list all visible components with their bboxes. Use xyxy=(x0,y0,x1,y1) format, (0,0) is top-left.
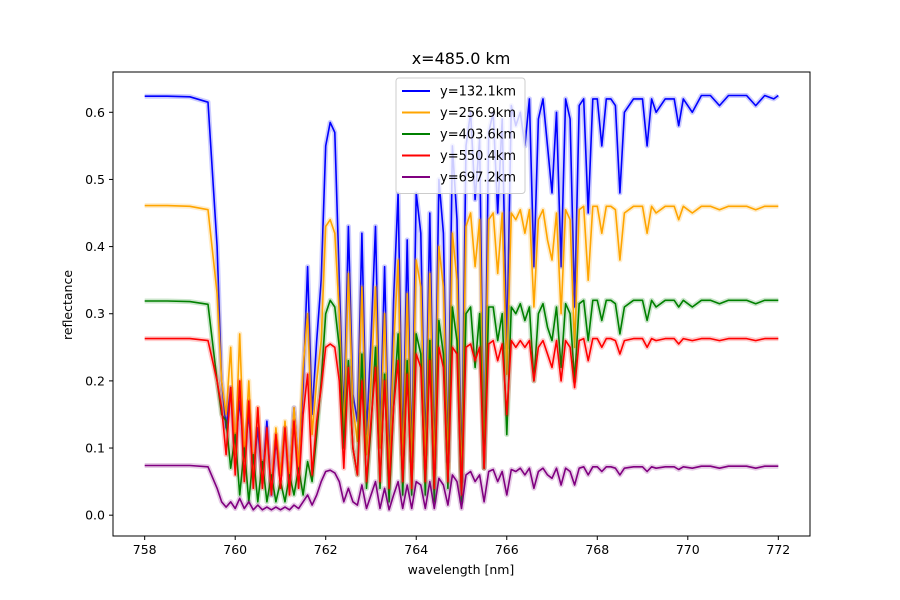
y-tick-label: 0.0 xyxy=(85,508,105,523)
x-tick-label: 758 xyxy=(133,542,157,557)
legend-label: y=550.4km xyxy=(440,149,516,164)
series-line-4 xyxy=(144,464,779,511)
y-axis-label: reflectance xyxy=(60,270,75,340)
series-line-2 xyxy=(144,299,779,503)
legend-box xyxy=(395,77,526,194)
legend-label: y=132.1km xyxy=(440,85,516,100)
x-axis-label: wavelength [nm] xyxy=(408,562,515,577)
axes-frame xyxy=(112,71,811,537)
x-tick-label: 766 xyxy=(495,542,519,557)
x-tick-label: 770 xyxy=(676,542,700,557)
y-tick-label: 0.1 xyxy=(85,441,105,456)
chart-title: x=485.0 km xyxy=(412,49,511,68)
legend-label: y=256.9km xyxy=(440,106,516,121)
plot-area: 758 760 762 764 766 768 770 772 0.0 0.1 0.2 0.3 0.4 0… xyxy=(85,71,811,557)
series-layer xyxy=(144,93,780,513)
x-tick-label: 764 xyxy=(404,542,428,557)
x-tick-label: 768 xyxy=(585,542,609,557)
y-tick-label: 0.6 xyxy=(85,105,105,120)
legend-label: y=697.2km xyxy=(440,171,516,186)
ticks-layer: 758 760 762 764 766 768 770 772 0.0 0.1 0.2 0.3 0.4 0… xyxy=(85,105,790,557)
legend-label: y=403.6km xyxy=(440,128,516,143)
y-tick-label: 0.2 xyxy=(85,373,105,388)
x-tick-label: 760 xyxy=(223,542,247,557)
x-tick-label: 772 xyxy=(766,542,790,557)
series-line-3 xyxy=(144,337,779,496)
series-line-1 xyxy=(144,204,779,490)
x-tick-label: 762 xyxy=(314,542,338,557)
y-tick-label: 0.3 xyxy=(85,306,105,321)
y-tick-label: 0.4 xyxy=(85,239,105,254)
y-tick-label: 0.5 xyxy=(85,172,105,187)
legend: y=132.1km y=256.9km y=403.6km y=550.4km y=69… xyxy=(395,77,526,194)
